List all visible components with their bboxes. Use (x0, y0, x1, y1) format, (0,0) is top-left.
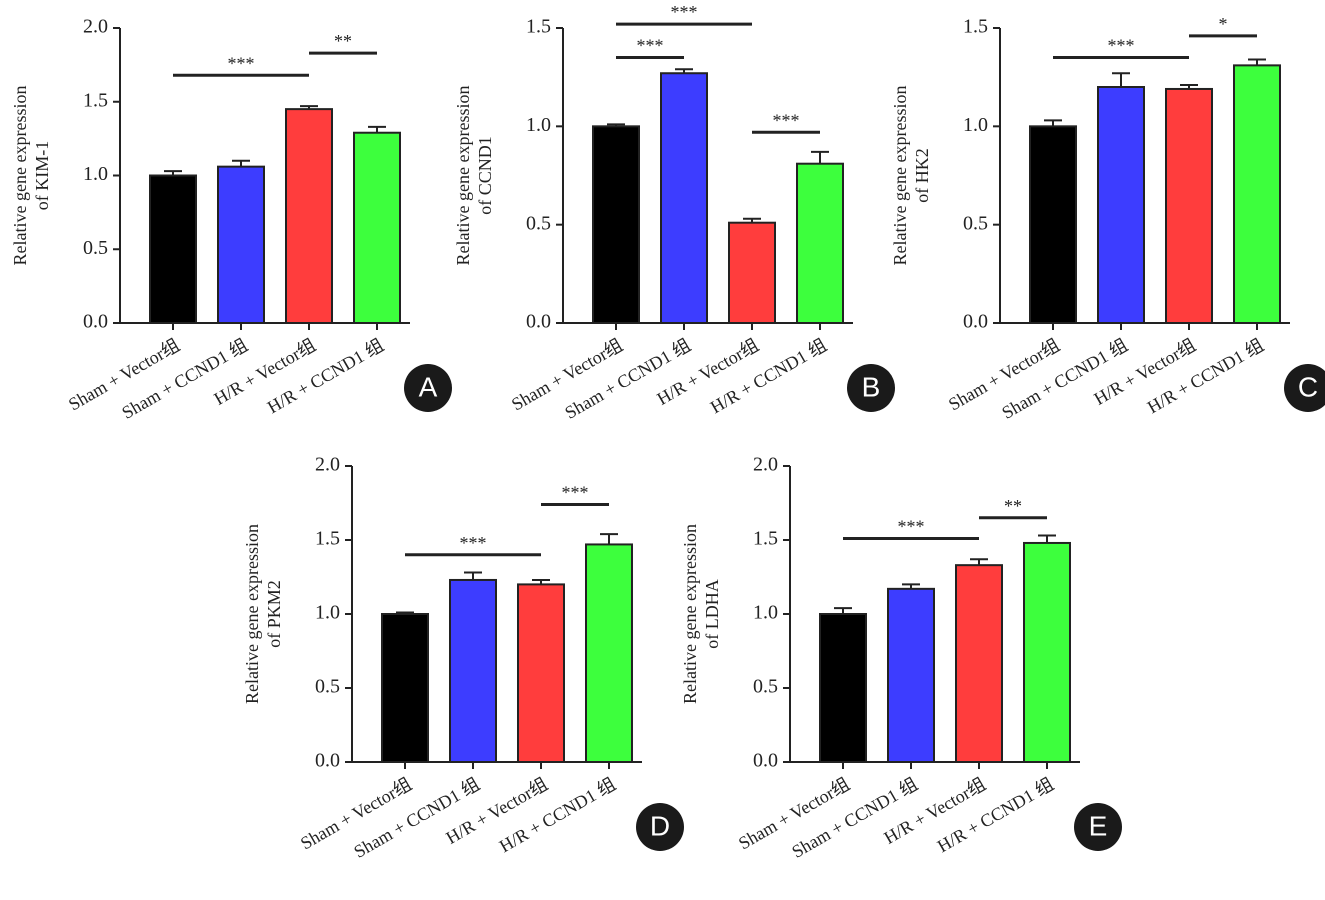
panel-label: B (862, 371, 881, 402)
panel-badge (404, 364, 452, 412)
panel-badge (1284, 364, 1325, 412)
significance-label: *** (562, 483, 589, 503)
bar (285, 108, 333, 324)
x-tick-label: H/R + CCND1 组 (264, 335, 387, 418)
panel-badge (636, 803, 684, 851)
y-tick-label: 1.5 (83, 89, 108, 111)
bar (1165, 87, 1213, 325)
bar (955, 564, 1003, 763)
bar (149, 174, 197, 324)
significance-label: *** (228, 53, 255, 73)
bar (381, 613, 429, 763)
y-tick-label: 0.5 (526, 212, 551, 234)
y-tick-label: 2.0 (83, 16, 108, 38)
y-axis-label: of PKM2 (264, 580, 284, 648)
y-axis-label: Relative gene expression (680, 524, 700, 704)
y-tick-label: 0.0 (83, 311, 108, 333)
y-axis-label: Relative gene expression (242, 524, 262, 704)
significance-label: *** (460, 533, 487, 553)
y-axis-label: Relative gene expression (10, 86, 30, 266)
y-tick-label: 2.0 (753, 454, 778, 476)
y-tick-label: 0.5 (315, 676, 340, 698)
significance-label: *** (1108, 36, 1135, 56)
y-tick-label: 0.5 (963, 212, 988, 234)
significance-label: *** (637, 36, 664, 56)
x-tick-label: H/R + CCND1 组 (934, 774, 1057, 857)
y-axis-label: of CCND1 (475, 136, 495, 215)
y-tick-label: 0.0 (753, 750, 778, 772)
y-tick-label: 1.0 (753, 602, 778, 624)
x-tick-label: H/R + CCND1 组 (496, 774, 619, 857)
significance-label: *** (773, 110, 800, 130)
y-tick-label: 1.0 (526, 114, 551, 136)
y-tick-label: 0.5 (83, 237, 108, 259)
y-tick-label: 2.0 (315, 454, 340, 476)
y-tick-label: 0.0 (526, 311, 551, 333)
bar (449, 578, 497, 764)
significance-label: * (1219, 14, 1228, 34)
significance-label: ** (1004, 496, 1022, 516)
bar (796, 162, 844, 324)
bar (660, 72, 708, 324)
significance-label: *** (898, 517, 925, 537)
bar (1233, 64, 1281, 324)
bar (887, 587, 935, 764)
bar (1097, 86, 1145, 324)
y-axis-label: of HK2 (912, 148, 932, 203)
panel-badge (1074, 803, 1122, 851)
y-tick-label: 0.5 (753, 676, 778, 698)
y-tick-label: 1.0 (83, 163, 108, 185)
bar (728, 221, 776, 324)
y-tick-label: 1.5 (753, 528, 778, 550)
panel-label: A (419, 371, 438, 402)
significance-label: *** (671, 2, 698, 22)
y-axis-label: of KIM-1 (32, 141, 52, 211)
y-axis-label: of LDHA (702, 579, 722, 649)
y-tick-label: 1.0 (315, 602, 340, 624)
bar (1023, 541, 1071, 764)
y-tick-label: 1.5 (963, 16, 988, 38)
bar (1029, 125, 1077, 325)
y-tick-label: 0.0 (315, 750, 340, 772)
bar (585, 543, 633, 763)
bar (517, 583, 565, 764)
bar (217, 165, 265, 324)
x-tick-label: H/R + CCND1 组 (707, 335, 830, 418)
bar (592, 125, 640, 325)
y-tick-label: 1.0 (963, 114, 988, 136)
panel-badge (847, 364, 895, 412)
panel-label: D (650, 810, 670, 841)
y-axis-label: Relative gene expression (453, 86, 473, 266)
panel-label: E (1089, 810, 1108, 841)
y-tick-label: 1.5 (526, 16, 551, 38)
significance-label: ** (334, 31, 352, 51)
bar (819, 613, 867, 763)
x-tick-label: H/R + CCND1 组 (1144, 335, 1267, 418)
y-tick-label: 0.0 (963, 311, 988, 333)
y-axis-label: Relative gene expression (890, 86, 910, 266)
bar (353, 131, 401, 324)
panel-label: C (1298, 371, 1318, 402)
y-tick-label: 1.5 (315, 528, 340, 550)
